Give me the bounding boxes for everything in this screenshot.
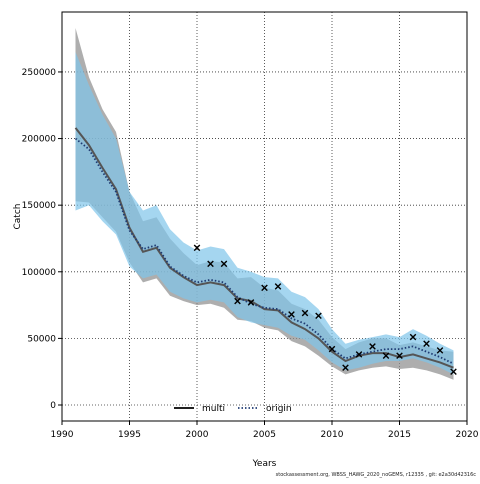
- x-marker: [436, 347, 444, 354]
- y-tick-label: 150000: [22, 201, 57, 211]
- x-marker: [274, 283, 282, 290]
- line-multi: [74, 127, 454, 369]
- line-origin: [74, 137, 454, 365]
- x-marker: [450, 368, 457, 376]
- observed-point: [274, 283, 282, 290]
- axes: 1990 1995 2000 2005 2010 2015 2020 0 50000 100000…: [22, 68, 479, 440]
- x-tick-label: 2020: [456, 430, 479, 440]
- x-tick-label: 2005: [253, 430, 276, 440]
- legend-item-origin: origin: [238, 404, 292, 414]
- legend-item-multi: multi: [174, 404, 225, 414]
- x-marker: [409, 333, 417, 341]
- observed-point: [328, 345, 336, 353]
- x-tick-label: 2010: [321, 430, 344, 440]
- x-marker: [396, 352, 403, 360]
- x-marker: [193, 244, 201, 252]
- series-lines: [74, 127, 454, 369]
- observed-point: [261, 284, 268, 292]
- observed-point: [355, 351, 363, 358]
- x-marker: [342, 364, 349, 372]
- observed-point: [193, 244, 201, 252]
- observed-point: [409, 333, 417, 341]
- x-tick-label: 2015: [388, 430, 411, 440]
- y-axis-label: Catch: [13, 204, 23, 230]
- observed-point: [450, 368, 457, 376]
- legend-label: origin: [266, 404, 292, 414]
- legend: multi origin: [174, 404, 292, 414]
- x-axis-label: Years: [252, 459, 277, 469]
- x-tick-label: 1990: [51, 430, 74, 440]
- observed-point: [220, 260, 228, 268]
- x-marker: [423, 340, 430, 348]
- x-marker: [220, 260, 228, 268]
- footnote: stockassessment.org, WBSS_HAWG_2020_noGE…: [275, 472, 476, 478]
- x-marker: [382, 352, 390, 360]
- observed-point: [234, 297, 241, 305]
- x-marker: [261, 284, 268, 292]
- y-tick-label: 50000: [27, 334, 56, 344]
- x-marker: [315, 312, 322, 320]
- x-marker: [301, 309, 309, 317]
- observed-point: [369, 343, 376, 350]
- y-tick-label: 100000: [22, 268, 57, 278]
- x-marker: [247, 299, 255, 306]
- observed-point: [396, 352, 403, 360]
- x-tick-label: 2000: [186, 430, 209, 440]
- x-marker: [234, 297, 241, 305]
- x-marker: [328, 345, 336, 353]
- observed-point: [382, 352, 390, 360]
- observed-point: [436, 347, 444, 354]
- observed-point: [342, 364, 349, 372]
- observed-points: [193, 244, 457, 376]
- observed-point: [301, 309, 309, 317]
- x-tick-label: 1995: [118, 430, 141, 440]
- x-marker: [355, 351, 363, 358]
- observed-point: [247, 299, 255, 306]
- y-tick-label: 0: [50, 401, 56, 411]
- y-tick-label: 250000: [22, 68, 57, 78]
- x-marker: [369, 343, 376, 350]
- x-marker: [288, 311, 295, 318]
- observed-point: [315, 312, 322, 320]
- y-tick-label: 200000: [22, 135, 57, 145]
- observed-point: [207, 260, 214, 268]
- legend-label: multi: [202, 404, 225, 414]
- x-marker: [207, 260, 214, 268]
- observed-point: [423, 340, 430, 348]
- uncertainty-bands: [75, 28, 454, 380]
- observed-point: [288, 311, 295, 318]
